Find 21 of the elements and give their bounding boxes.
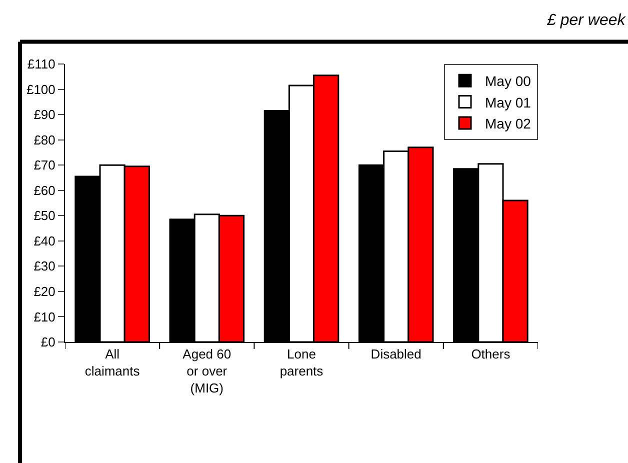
x-tick-label: Others bbox=[471, 346, 511, 362]
legend-label: May 01 bbox=[485, 94, 532, 110]
legend-label: May 00 bbox=[485, 73, 532, 90]
x-tick-label: All claimants bbox=[84, 346, 140, 378]
y-tick-label: £10 bbox=[34, 309, 56, 324]
y-tick-label: £90 bbox=[34, 107, 56, 122]
y-tick-label: £50 bbox=[34, 208, 56, 224]
y-tick-label: £20 bbox=[34, 284, 56, 299]
y-tick-label: £80 bbox=[34, 132, 56, 148]
legend-label: May 02 bbox=[485, 115, 532, 132]
y-tick-label: £60 bbox=[34, 182, 56, 198]
x-tick-label: Aged 60 or over (MIG) bbox=[182, 346, 232, 396]
y-tick-label: £110 bbox=[27, 56, 56, 72]
y-tick-label: £30 bbox=[34, 258, 56, 274]
y-tick-label: £40 bbox=[34, 233, 56, 248]
x-tick-label: Lone parents bbox=[280, 346, 324, 378]
y-tick-label: £100 bbox=[26, 82, 56, 97]
text: £ per week bbox=[546, 12, 626, 29]
x-tick-label: Disabled bbox=[370, 346, 422, 362]
y-tick-label: £0 bbox=[40, 334, 56, 350]
y-tick-label: £70 bbox=[34, 158, 56, 173]
